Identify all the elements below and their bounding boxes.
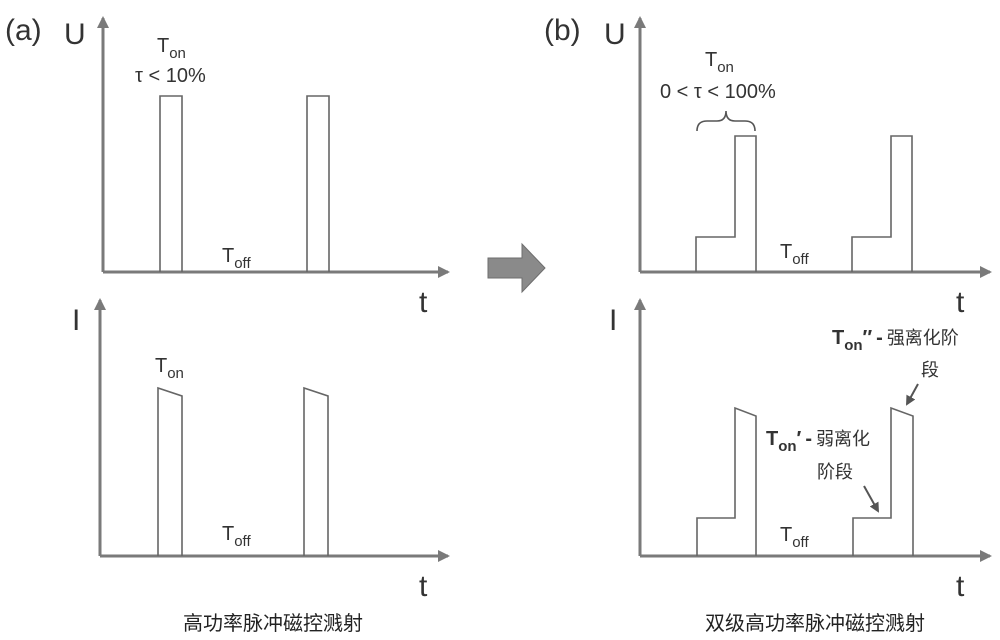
- panel-a-u-pulse-2: [307, 96, 329, 272]
- weak-ionization-label-line-2: 阶段: [817, 462, 853, 482]
- panel-a-u-tau-label: τ < 10%: [135, 65, 206, 87]
- panel-b-u-tau-label: 0 < τ < 100%: [660, 81, 776, 103]
- panel-a-u-t-label: t: [419, 286, 428, 319]
- panel-b-u-pulse-1: [696, 136, 756, 272]
- panel-a-i-pulse-2: [304, 388, 328, 556]
- weak-ionization-label: Ton′-弱离化: [766, 428, 870, 455]
- panel-b-i-axis-label: I: [609, 304, 617, 337]
- panel-b-label: (b): [544, 14, 581, 47]
- weak-ionization-arrow: [864, 486, 878, 511]
- panel-a-u-pulse-1: [160, 96, 182, 272]
- panel-a-label: (a): [5, 14, 42, 47]
- panel-a-i-ton-label: Ton: [155, 355, 184, 382]
- panel-b-u-ton-label: Ton: [705, 49, 734, 76]
- panel-a-i-t-label: t: [419, 570, 428, 603]
- panel-b-u-ton-brace: [697, 111, 755, 131]
- panel-b-caption: 双级高功率脉冲磁控溅射: [705, 611, 925, 635]
- panel-b-u-t-label: t: [956, 286, 965, 319]
- panel-a-u-toff-label: Toff: [222, 245, 251, 272]
- panel-b-u-toff-label: Toff: [780, 241, 809, 268]
- strong-ionization-arrow: [907, 384, 918, 404]
- panel-b-u-axis-label: U: [604, 18, 626, 51]
- panel-a-u-axis-label: U: [64, 18, 86, 51]
- panel-a-i-pulse-1: [158, 388, 182, 556]
- panel-a-caption: 高功率脉冲磁控溅射: [183, 611, 363, 635]
- strong-ionization-label-line-2: 段: [921, 360, 939, 380]
- panel-b-i-t-label: t: [956, 570, 965, 603]
- panel-b: (b) U t Ton 0 < τ < 100% Toff I t Toff T…: [544, 14, 990, 635]
- weak-ionization-note: Ton′-弱离化 阶段: [766, 428, 878, 511]
- panel-a-i-axis-label: I: [72, 304, 80, 337]
- panel-b-i-toff-label: Toff: [780, 524, 809, 551]
- panel-b-u-pulse-2: [852, 136, 912, 272]
- panel-a-u-ton-label: Ton: [157, 35, 186, 62]
- panel-a-i-toff-label: Toff: [222, 523, 251, 550]
- strong-ionization-label: Ton′′-强离化阶: [832, 327, 959, 354]
- panel-b-i-pulse-1: [697, 408, 756, 556]
- panel-a: (a) U t Ton τ < 10% Toff I t Ton Toff 高功…: [5, 14, 448, 635]
- strong-ionization-note: Ton′′-强离化阶 段: [832, 327, 959, 404]
- right-arrow-icon: [488, 244, 545, 292]
